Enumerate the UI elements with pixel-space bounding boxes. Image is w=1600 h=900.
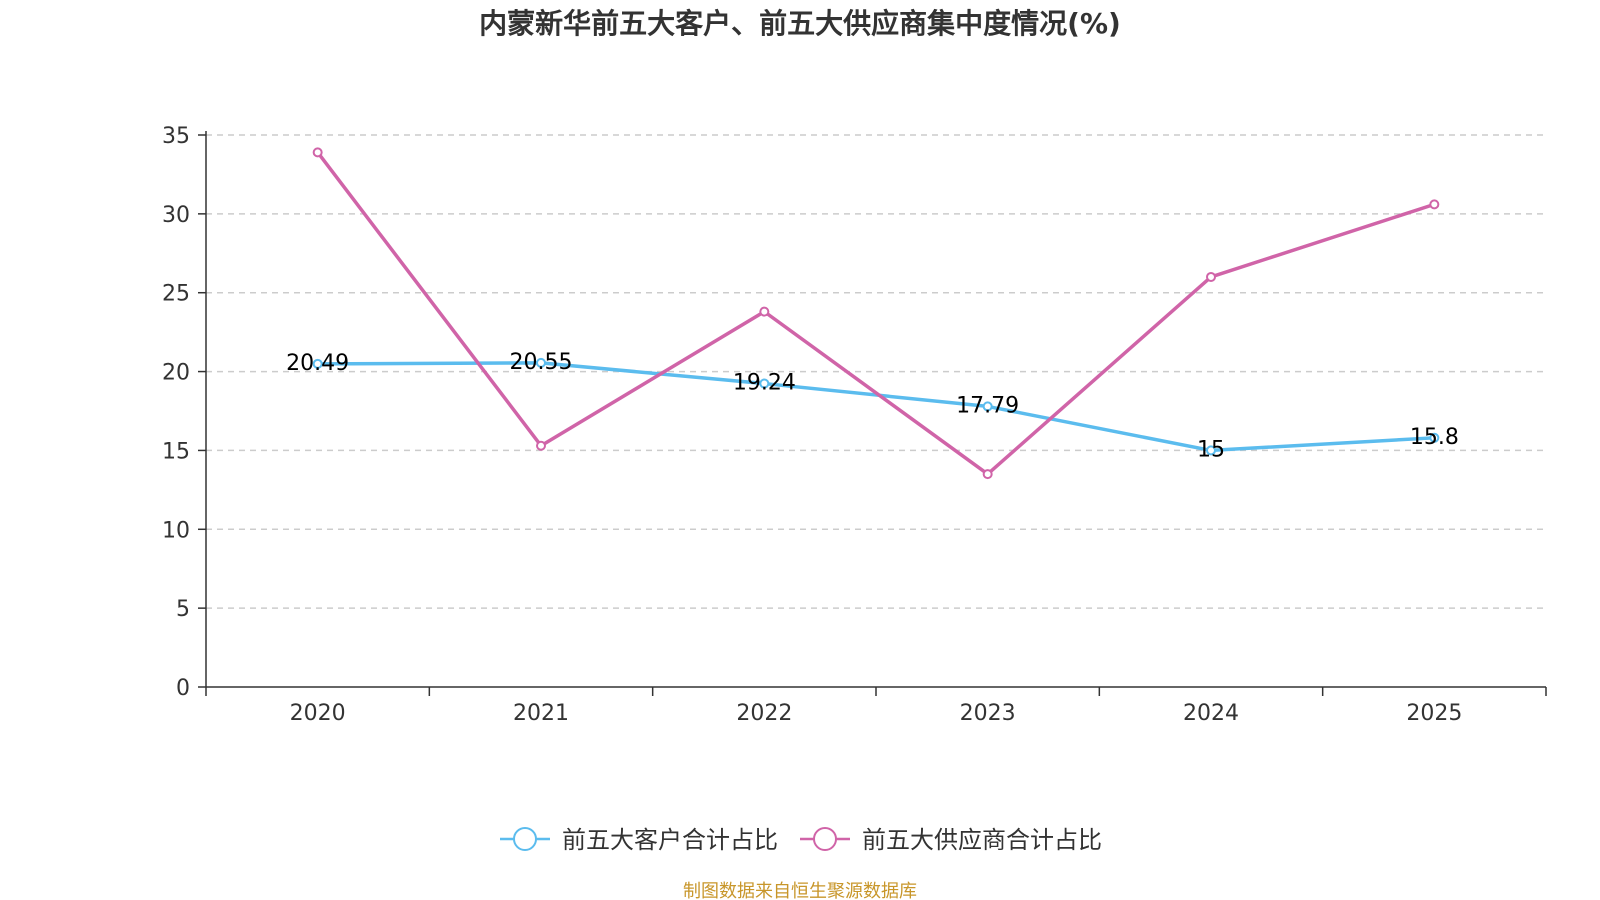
legend-item-2[interactable]: 前五大供应商合计占比 — [800, 826, 1102, 854]
y-tick-label: 35 — [162, 124, 190, 149]
data-label-series-1: 20.49 — [286, 351, 349, 376]
x-tick-label-2022: 2022 — [736, 701, 792, 726]
legend-circle-icon — [513, 827, 537, 851]
legend-label: 前五大供应商合计占比 — [862, 826, 1102, 854]
legend-circle-icon — [813, 827, 837, 851]
x-tick-label-2024: 2024 — [1183, 701, 1239, 726]
x-tick-label-2025: 2025 — [1406, 701, 1462, 726]
data-label-series-1: 15 — [1197, 437, 1225, 462]
series-lines — [315, 150, 1437, 476]
data-point-series-1[interactable] — [759, 378, 770, 389]
y-tick-label: 25 — [162, 282, 190, 307]
data-label-series-1: 15.8 — [1410, 425, 1459, 450]
data-point-series-2[interactable] — [312, 147, 323, 158]
x-tick-label-2021: 2021 — [513, 701, 569, 726]
data-point-series-1[interactable] — [536, 357, 546, 368]
x-tick-label-2023: 2023 — [960, 701, 1016, 726]
data-point-series-2[interactable] — [1206, 271, 1216, 282]
grid-lines — [206, 134, 1546, 609]
legend-label: 前五大客户合计占比 — [562, 826, 778, 854]
x-tick-label-2020: 2020 — [290, 701, 346, 726]
data-label-series-1: 19.24 — [733, 371, 796, 396]
data-point-series-2[interactable] — [536, 440, 546, 451]
y-tick-label: 5 — [176, 597, 190, 622]
chart-title: 内蒙新华前五大客户、前五大供应商集中度情况(%) — [479, 7, 1121, 40]
source-note: 制图数据来自恒生聚源数据库 — [683, 881, 917, 900]
data-point-series-1[interactable] — [312, 358, 323, 369]
y-tick-label: 0 — [176, 676, 190, 701]
data-points — [312, 147, 1440, 480]
data-point-series-1[interactable] — [982, 401, 993, 412]
data-label-series-1: 20.55 — [510, 350, 573, 375]
data-point-series-2[interactable] — [759, 306, 770, 317]
y-tick-label: 20 — [162, 361, 190, 386]
data-point-series-2[interactable] — [1429, 199, 1440, 210]
legend[interactable]: 前五大客户合计占比 前五大供应商合计占比 — [500, 826, 1102, 854]
series-line-1 — [315, 361, 1437, 453]
y-tick-label: 15 — [162, 439, 190, 464]
legend-item-1[interactable]: 前五大客户合计占比 — [500, 826, 778, 854]
data-point-series-1[interactable] — [1206, 445, 1216, 456]
data-point-series-1[interactable] — [1429, 432, 1440, 443]
y-tick-label: 30 — [162, 203, 190, 228]
data-label-series-1: 17.79 — [956, 393, 1019, 418]
data-labels: 20.49 20.55 19.24 17.79 15 15.8 — [286, 350, 1459, 463]
series-line-2 — [315, 150, 1437, 476]
data-point-series-2[interactable] — [982, 469, 993, 480]
y-tick-label: 10 — [162, 518, 190, 543]
